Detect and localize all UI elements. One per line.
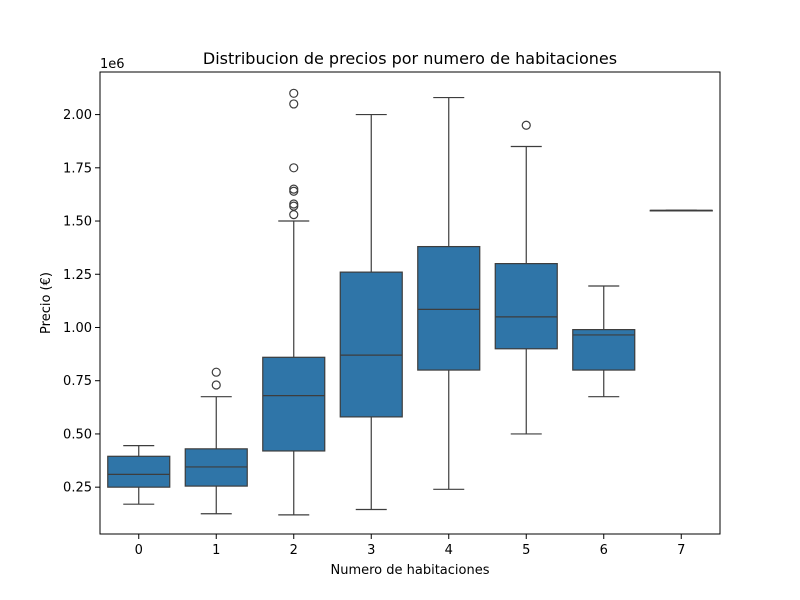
box-3 <box>339 271 403 418</box>
y-axis-offset-label: 1e6 <box>100 57 125 72</box>
outlier-2-4 <box>289 184 299 194</box>
plot-frame <box>99 71 721 535</box>
y-axis-label: Precio (€) <box>39 272 54 334</box>
box-0 <box>107 455 171 488</box>
y-tick-label-2: 0.75 <box>63 374 92 389</box>
y-tick-label-7: 2.00 <box>63 108 92 123</box>
y-tick-label-1: 0.50 <box>63 427 92 442</box>
outlier-1-1 <box>211 367 221 377</box>
outlier-1-0 <box>211 380 221 390</box>
x-tick-label-3: 3 <box>367 543 375 558</box>
x-tick-label-5: 5 <box>522 543 530 558</box>
x-tick-label-2: 2 <box>290 543 298 558</box>
plot-area: 0.25 0.50 0.75 1.00 1.25 1.50 1.75 2.00 0 1 2 3 4 5 6 7 <box>63 71 721 558</box>
box-2 <box>262 356 326 452</box>
outlier-5-0 <box>521 120 531 130</box>
x-tick-label-0: 0 <box>135 543 143 558</box>
y-tick-label-0: 0.25 <box>63 481 92 496</box>
chart-title: Distribucion de precios por numero de ha… <box>203 49 617 68</box>
box-6 <box>572 329 636 371</box>
box-5 <box>494 263 558 350</box>
x-axis-label: Numero de habitaciones <box>330 563 489 578</box>
outlier-2-7 <box>289 88 299 98</box>
x-tick-label-6: 6 <box>600 543 608 558</box>
y-tick-label-5: 1.50 <box>63 215 92 230</box>
outlier-2-6 <box>289 99 299 109</box>
x-tick-label-1: 1 <box>212 543 220 558</box>
y-tick-label-3: 1.00 <box>63 321 92 336</box>
box-4 <box>417 245 481 371</box>
y-tick-label-6: 1.75 <box>63 161 92 176</box>
outlier-2-5 <box>289 163 299 173</box>
y-tick-label-4: 1.25 <box>63 268 92 283</box>
x-tick-label-7: 7 <box>677 543 685 558</box>
outlier-2-0 <box>289 210 299 220</box>
outlier-2-2 <box>289 199 299 209</box>
x-tick-label-4: 4 <box>445 543 453 558</box>
